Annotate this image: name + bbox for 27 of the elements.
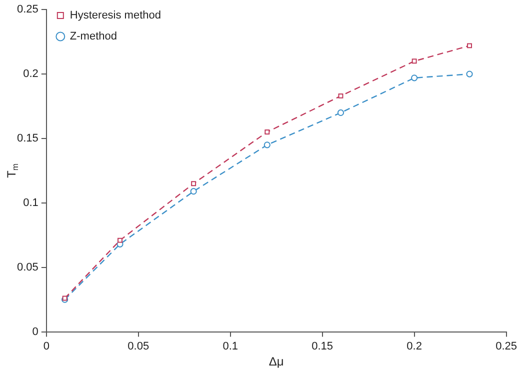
x-tick-label: 0.05 (128, 340, 150, 352)
point (264, 130, 270, 135)
point (411, 74, 418, 82)
point (467, 43, 472, 48)
x-tick-label: 0.15 (312, 340, 334, 352)
x-tick-label: 0.1 (222, 340, 238, 352)
point (466, 70, 473, 78)
point (412, 58, 417, 64)
x-tick-label: 0 (43, 340, 50, 352)
y-tick-label: 0.05 (16, 261, 38, 274)
point (118, 238, 122, 243)
point (337, 109, 344, 116)
x-axis-title: Δμ (268, 354, 284, 368)
point (190, 188, 197, 195)
y-tick-label: 0.25 (16, 4, 38, 16)
point (191, 181, 196, 186)
y-tick-label: 0.15 (16, 132, 38, 145)
point (338, 93, 344, 98)
legend-label: Hysteresis method (70, 10, 162, 22)
legend-label: Z-method (70, 30, 117, 43)
point (264, 142, 270, 148)
y-axis-title: Tm (4, 164, 20, 178)
x-tick-label: 0.25 (496, 340, 518, 352)
x-tick-label: 0.2 (406, 340, 422, 352)
y-tick-label: 0 (32, 326, 38, 338)
y-tick-label: 0.1 (23, 196, 38, 209)
y-tick-label: 0.2 (23, 68, 38, 80)
